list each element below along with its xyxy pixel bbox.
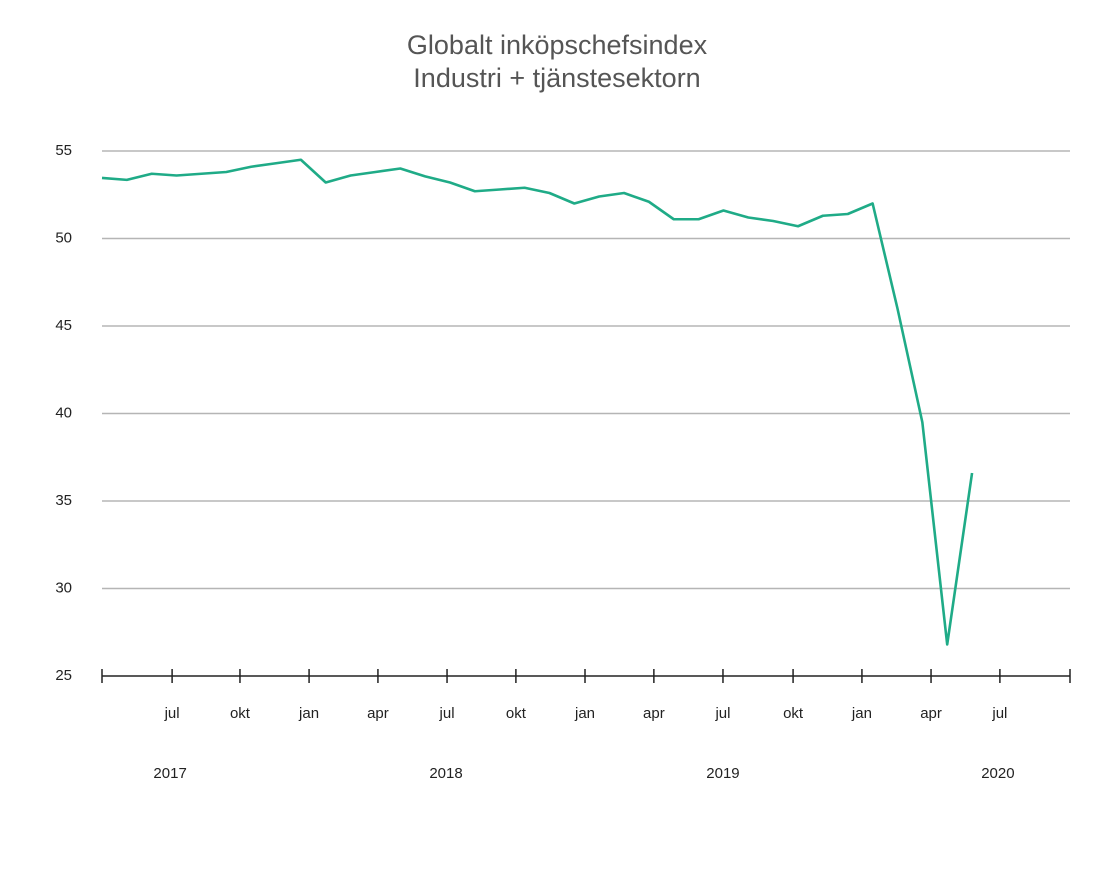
y-tick-label: 25 [55,667,72,684]
year-label: 2019 [706,765,739,782]
x-tick-label: jan [851,705,872,722]
x-tick-label: okt [230,705,251,722]
x-tick-label: jul [991,705,1007,722]
x-tick-label: jan [298,705,319,722]
year-label: 2018 [429,765,462,782]
data-line [101,158,974,646]
x-tick-label: jul [439,705,455,722]
y-tick-label: 55 [55,142,72,159]
chart-subtitle: Industri + tjänstesektorn [413,63,700,93]
y-tick-label: 40 [55,404,72,421]
y-tick-label: 50 [55,229,72,246]
x-tick-label: okt [506,705,527,722]
x-tick-label: jul [164,705,180,722]
x-tick-label: apr [920,705,942,722]
x-tick-label: jul [714,705,730,722]
year-label: 2020 [981,765,1014,782]
chart-title: Globalt inköpschefsindex [407,30,708,60]
x-tick-label: apr [643,705,665,722]
y-tick-label: 35 [55,492,72,509]
x-tick-label: okt [783,705,804,722]
y-tick-label: 45 [55,317,72,334]
y-tick-label: 30 [55,579,72,596]
year-label: 2017 [153,765,186,782]
x-tick-label: jan [574,705,595,722]
x-tick-label: apr [367,705,389,722]
